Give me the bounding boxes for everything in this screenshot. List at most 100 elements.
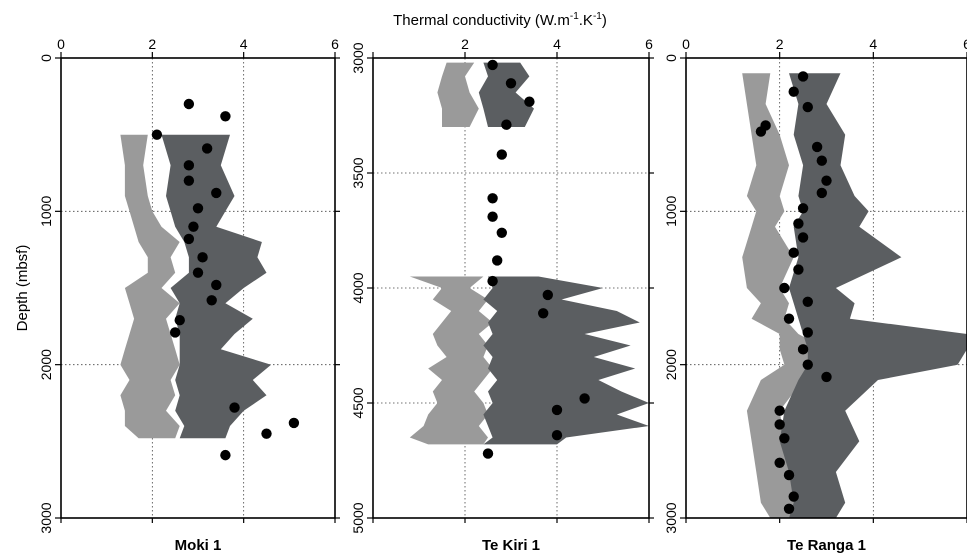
data-layer bbox=[409, 59, 649, 459]
x-tick-label: 4 bbox=[240, 36, 248, 52]
data-point bbox=[821, 371, 832, 383]
y-tick-label: 3000 bbox=[350, 42, 366, 73]
data-point bbox=[487, 193, 498, 204]
data-point bbox=[802, 327, 813, 338]
plot-frame bbox=[60, 57, 336, 519]
x-tick-label: 2 bbox=[776, 36, 784, 52]
y-tick-label: 1000 bbox=[663, 196, 679, 227]
data-point bbox=[192, 203, 204, 214]
data-point bbox=[201, 143, 213, 154]
data-point bbox=[542, 289, 553, 301]
data-point bbox=[524, 96, 535, 107]
y-tick-label: 4500 bbox=[350, 387, 366, 418]
data-point bbox=[188, 221, 199, 232]
data-point bbox=[229, 402, 240, 413]
panel-title: Moki 1 bbox=[175, 537, 222, 554]
plot-frame bbox=[685, 57, 967, 519]
data-point bbox=[788, 86, 799, 97]
data-point bbox=[261, 428, 272, 439]
data-point bbox=[501, 119, 512, 130]
data-point bbox=[797, 71, 809, 82]
data-point bbox=[802, 359, 813, 370]
data-point bbox=[482, 448, 494, 459]
x-tick-label: 0 bbox=[57, 36, 65, 52]
data-point bbox=[783, 469, 795, 481]
dark-band-area bbox=[483, 276, 649, 445]
data-point bbox=[487, 211, 498, 222]
data-point bbox=[492, 255, 503, 266]
data-point bbox=[183, 98, 195, 110]
y-tick-label: 0 bbox=[663, 54, 679, 62]
light-band-area bbox=[120, 134, 180, 439]
y-tick-label: 1000 bbox=[38, 196, 54, 227]
data-point bbox=[551, 430, 563, 441]
data-point bbox=[220, 111, 231, 122]
data-point bbox=[793, 264, 804, 275]
data-point bbox=[783, 313, 795, 324]
x-tick-label: 6 bbox=[331, 36, 339, 52]
data-point bbox=[197, 252, 208, 263]
data-point bbox=[496, 149, 507, 160]
light-band-area bbox=[409, 276, 493, 445]
data-point bbox=[774, 419, 785, 430]
x-axis-title: Thermal conductivity (W.m-1.K-1) bbox=[393, 11, 607, 29]
y-axis-title: Depth (mbsf) bbox=[14, 245, 31, 332]
panel-te-kiri-1: 2 4 6 3000 3500 4000 4500 5000 Te Kiri 1 bbox=[350, 36, 654, 554]
data-point bbox=[211, 279, 222, 291]
x-tick-label: 6 bbox=[645, 36, 653, 52]
data-point bbox=[288, 417, 300, 429]
data-point bbox=[206, 295, 217, 306]
data-point bbox=[783, 503, 795, 514]
y-tick-label: 3500 bbox=[350, 157, 366, 188]
data-point bbox=[220, 449, 231, 461]
data-point bbox=[821, 175, 832, 186]
data-point bbox=[774, 457, 785, 468]
data-point bbox=[579, 393, 590, 404]
data-point bbox=[797, 203, 809, 214]
data-point bbox=[793, 218, 804, 229]
data-point bbox=[192, 267, 204, 278]
data-point bbox=[779, 282, 790, 294]
y-tick-label: 5000 bbox=[350, 502, 366, 533]
y-tick-label: 0 bbox=[38, 54, 54, 62]
light-band-area bbox=[437, 62, 479, 127]
data-point bbox=[816, 187, 828, 199]
data-point bbox=[183, 160, 195, 171]
data-point bbox=[774, 405, 785, 416]
data-point bbox=[538, 308, 549, 319]
y-tick-label: 3000 bbox=[663, 502, 679, 533]
data-point bbox=[496, 227, 507, 238]
x-tick-label: 4 bbox=[553, 36, 561, 52]
data-point bbox=[797, 344, 809, 355]
data-point bbox=[755, 126, 767, 137]
y-tick-label: 2000 bbox=[663, 349, 679, 380]
data-point bbox=[169, 327, 181, 338]
data-point bbox=[183, 175, 195, 186]
panel-moki-1: 0 2 4 6 0 1000 2000 3000 Moki 1 bbox=[38, 36, 340, 554]
data-point bbox=[211, 187, 222, 199]
x-tick-label: 6 bbox=[963, 36, 967, 52]
data-point bbox=[151, 129, 163, 140]
y-tick-label: 3000 bbox=[38, 502, 54, 533]
panel-title: Te Kiri 1 bbox=[482, 537, 540, 554]
x-tick-label: 2 bbox=[461, 36, 469, 52]
data-point bbox=[811, 141, 823, 153]
data-point bbox=[183, 233, 195, 245]
data-point bbox=[174, 315, 185, 326]
x-tick-label: 2 bbox=[148, 36, 156, 52]
data-point bbox=[788, 491, 799, 502]
data-point bbox=[802, 296, 813, 307]
data-layer bbox=[120, 98, 300, 461]
data-point bbox=[816, 155, 828, 166]
light-band-area bbox=[742, 73, 827, 518]
data-point bbox=[802, 101, 813, 113]
data-point bbox=[551, 404, 563, 416]
data-layer bbox=[742, 71, 967, 518]
data-point bbox=[788, 247, 799, 258]
data-point bbox=[505, 78, 517, 89]
data-point bbox=[779, 433, 790, 444]
data-point bbox=[487, 59, 498, 71]
y-tick-label: 2000 bbox=[38, 349, 54, 380]
